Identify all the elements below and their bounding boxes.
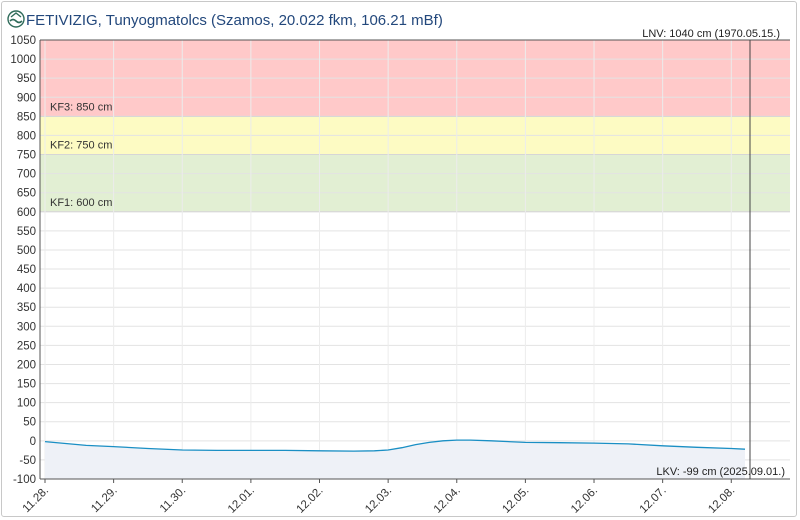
y-tick-label: 450 xyxy=(17,264,36,276)
chart-header: FETIVIZIG, Tunyogmatolcs (Szamos, 20.022… xyxy=(26,9,443,31)
y-tick-label: 800 xyxy=(17,130,36,142)
zone-label: KF2: 750 cm xyxy=(50,140,112,152)
series-area xyxy=(45,440,745,479)
zone-label: KF1: 600 cm xyxy=(50,197,112,209)
x-tick-label: 12.03. xyxy=(363,485,394,516)
y-tick-label: 750 xyxy=(17,150,36,162)
y-tick-label: 950 xyxy=(17,73,36,85)
zone-label: KF3: 850 cm xyxy=(50,101,112,113)
y-tick-label: 1050 xyxy=(10,35,36,47)
x-tick-label: 12.01. xyxy=(226,485,257,516)
y-tick-label: 900 xyxy=(17,92,36,104)
y-tick-label: 100 xyxy=(17,398,36,410)
x-tick-label: 12.04. xyxy=(432,485,463,516)
x-tick-label: 12.08. xyxy=(706,485,737,516)
series-line xyxy=(44,439,746,452)
y-tick-label: 1000 xyxy=(10,54,36,66)
y-tick-label: 350 xyxy=(17,302,36,314)
y-tick-label: 650 xyxy=(17,188,36,200)
x-tick-label: 11.29. xyxy=(89,485,119,515)
y-tick-label: -100 xyxy=(13,474,36,486)
alert-zone-3 xyxy=(40,154,790,212)
x-tick-label: 12.07. xyxy=(638,485,669,516)
y-tick-label: 250 xyxy=(17,340,36,352)
x-tick-label: 12.02. xyxy=(295,485,326,516)
lkv-annotation: LKV: -99 cm (2025.09.01.) xyxy=(656,466,785,478)
y-tick-label: 700 xyxy=(17,169,36,181)
y-tick-label: 550 xyxy=(17,226,36,238)
x-tick-label: 12.06. xyxy=(569,485,600,516)
chart-title: FETIVIZIG, Tunyogmatolcs (Szamos, 20.022… xyxy=(26,11,443,29)
y-tick-label: 850 xyxy=(17,111,36,123)
y-tick-label: 200 xyxy=(17,359,36,371)
y-tick-label: 300 xyxy=(17,321,36,333)
fetivizig-logo-icon xyxy=(7,10,25,28)
y-tick-label: 150 xyxy=(17,379,36,391)
x-tick-label: 11.30. xyxy=(158,485,188,515)
y-tick-label: 0 xyxy=(30,436,36,448)
lnv-annotation: LNV: 1040 cm (1970.05.15.) xyxy=(642,28,780,40)
y-tick-label: 50 xyxy=(23,417,36,429)
y-tick-label: 400 xyxy=(17,283,36,295)
y-tick-label: -50 xyxy=(19,455,36,467)
x-tick-label: 12.05. xyxy=(500,485,531,516)
y-tick-label: 500 xyxy=(17,245,36,257)
y-tick-label: 600 xyxy=(17,207,36,219)
x-tick-label: 11.28. xyxy=(21,485,51,515)
